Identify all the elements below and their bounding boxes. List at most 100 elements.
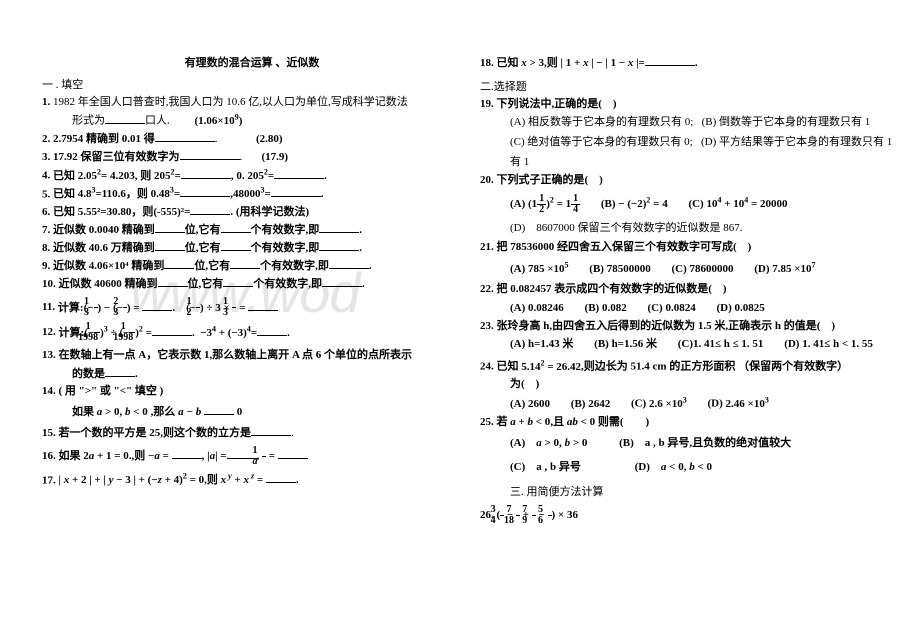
q18-a: 已知: [497, 57, 522, 69]
q13-line2: 的数是.: [42, 365, 462, 383]
left-column: 有理数的混合运算 、近似数 一 . 填空 1. 1982 年全国人口普查时,我国…: [42, 54, 462, 526]
q19-c: (C) 绝对值等于它本身的有理数只有 0;: [510, 136, 693, 148]
q4-num: 4.: [42, 170, 50, 182]
q23-b: (B) h=1.56 米: [594, 335, 657, 355]
q4-b: = 4.203, 则 205: [101, 170, 171, 182]
q21-opts: (A) 785 ×105 (B) 78500000 (C) 78600000 (…: [480, 258, 900, 279]
q2-text: 2.7954 精确到 0.01 得: [53, 133, 155, 145]
q17-text: ,则: [204, 474, 218, 486]
q20-d-text: (D) 8607000 保留三个有效数字的近似数是 867.: [510, 222, 743, 234]
section-2-heading: 二.选择题: [480, 78, 900, 94]
q19-d: (D) 平方结果等于它本身的有理数只有 1: [701, 136, 892, 148]
blank: [105, 112, 145, 124]
doc-title: 有理数的混合运算 、近似数: [42, 54, 462, 70]
q7-t2: 位,它有: [185, 224, 221, 236]
q17: 17. | x + 2 | + | y − 3 | + (−z + 4)2 = …: [42, 471, 462, 490]
q16-b: = 0.,则: [112, 450, 146, 462]
q3-num: 3.: [42, 151, 50, 163]
q23-opts: (A) h=1.43 米 (B) h=1.56 米 (C)1. 41≤ h ≤ …: [480, 335, 900, 355]
q12: 12. 计算:(−11998)3 ÷ (−11998)2 =. −34 + (−…: [42, 322, 462, 343]
q1: 1. 1982 年全国人口普查时,我国人口为 10.6 亿,以人口为单位,写成科…: [42, 94, 462, 111]
q15: 15. 若一个数的平方是 25,则这个数的立方是.: [42, 424, 462, 442]
q1-num: 1.: [42, 96, 50, 108]
q13-text: 在数轴上有一点 A，它表示数 1,那么数轴上离开 A 点 6 个单位的点所表示: [59, 349, 413, 361]
q10-t2: 位,它有: [188, 278, 224, 290]
blank: [221, 239, 251, 251]
q11-text: 计算: [58, 302, 80, 314]
q1-t2: 形式为: [72, 115, 105, 127]
q4: 4. 已知 2.052= 4.203, 则 2052=, 0. 2052=.: [42, 166, 462, 185]
blank: [319, 239, 359, 251]
q5-a: 已知 4.8: [53, 188, 92, 200]
blank: [152, 324, 192, 336]
blank: [142, 299, 172, 311]
q5-num: 5.: [42, 188, 50, 200]
q23-d: (D) 1. 41≤ h < 1. 55: [784, 335, 873, 355]
q16-num: 16.: [42, 450, 56, 462]
q11: 11. 计算:(−13) − (−23) = . (−12) ÷ 3 × 13 …: [42, 297, 462, 318]
q24-line2: 为( ): [480, 376, 900, 393]
blank: [164, 257, 194, 269]
blank: [266, 471, 296, 483]
q22-opts: (A) 0.08246 (B) 0.082 (C) 0.0824 (D) 0.0…: [480, 299, 900, 319]
q6-num: 6.: [42, 206, 50, 218]
blank: [190, 203, 230, 215]
q14: 14. ( 用 ">" 或 "<" 填空 ): [42, 383, 462, 400]
blank: [155, 239, 185, 251]
q14-t3: ,那么: [151, 406, 176, 418]
blank: [181, 167, 231, 179]
q22-c: (C) 0.0824: [647, 299, 695, 319]
q9-t2: 位,它有: [194, 260, 230, 272]
q19-b: (B) 倒数等于它本身的有理数只有 1: [702, 116, 871, 128]
q22: 22. 把 0.082457 表示成四个有效数字的近似数是( ): [480, 281, 900, 298]
q25-b: ,且: [550, 416, 567, 428]
q23-num: 23.: [480, 320, 494, 332]
q16-a: 如果: [59, 450, 84, 462]
blank: [278, 447, 308, 459]
q13: 13. 在数轴上有一点 A，它表示数 1,那么数轴上离开 A 点 6 个单位的点…: [42, 347, 462, 364]
q14-t2: 如果: [72, 406, 94, 418]
q10-text: 近似数 40600 精确到: [59, 278, 158, 290]
q25-od: (D) a < 0, b < 0: [635, 458, 712, 478]
q7-num: 7.: [42, 224, 50, 236]
blank: [155, 130, 215, 142]
q24: 24. 已知 5.142 = 26.42,则边长为 51.4 cm 的正方形面积…: [480, 357, 900, 376]
q8-num: 8.: [42, 242, 50, 254]
blank: [223, 275, 253, 287]
q5: 5. 已知 4.83=110.6，则 0.483=,480003=.: [42, 185, 462, 204]
q1-ans: (1.06×109): [195, 115, 243, 127]
q18: 18. 已知 x > 3,则 | 1 + x | − | 1 − x |=.: [480, 54, 900, 72]
right-column: 18. 已知 x > 3,则 | 1 + x | − | 1 − x |=. 二…: [480, 54, 900, 526]
q25-oc: (C) a , b 异号: [510, 458, 581, 478]
q5-d: ,48000: [230, 188, 260, 200]
section-1-heading: 一 . 填空: [42, 76, 462, 92]
q3: 3. 17.92 保留三位有效数字为. (17.9): [42, 148, 462, 166]
q7-text: 近似数 0.0040 精确到: [53, 224, 155, 236]
q20-b: (B) − (−2)2 = 4: [601, 194, 668, 215]
q10-num: 10.: [42, 278, 56, 290]
q24-opts: (A) 2600 (B) 2642 (C) 2.6 ×103 (D) 2.46 …: [480, 393, 900, 414]
blank: [329, 257, 369, 269]
blank: [322, 275, 362, 287]
q22-d: (D) 0.0825: [716, 299, 764, 319]
q18-b: ,则: [544, 57, 558, 69]
q24-c: 为( ): [510, 378, 539, 390]
q16: 16. 如果 2a + 1 = 0.,则 −a = , |a| =, 1a =: [42, 446, 462, 467]
q21-c: (C) 78600000: [671, 260, 733, 280]
q4-d: , 0. 205: [231, 170, 264, 182]
q14-num: 14.: [42, 385, 56, 397]
blank: [251, 424, 291, 436]
q3-ans: (17.9): [262, 151, 289, 163]
blank: [319, 221, 359, 233]
q12-num: 12.: [42, 327, 56, 339]
q2-ans: (2.80): [256, 133, 283, 145]
q24-od-pre: (D): [708, 398, 726, 410]
q6-text: 已知 5.55²=30.80，则(-555)²=: [53, 206, 190, 218]
q26: 26. (34 − 718 + 79 − 56) × 36: [480, 505, 900, 526]
q24-oc: (C) 2.6 ×103: [631, 393, 687, 414]
q1-t3: 口人.: [145, 115, 170, 127]
q19-num: 19.: [480, 98, 494, 110]
q17-num: 17.: [42, 474, 56, 486]
page: 有理数的混合运算 、近似数 一 . 填空 1. 1982 年全国人口普查时,我国…: [0, 0, 920, 536]
q20-text: 下列式子正确的是( ): [497, 174, 603, 186]
